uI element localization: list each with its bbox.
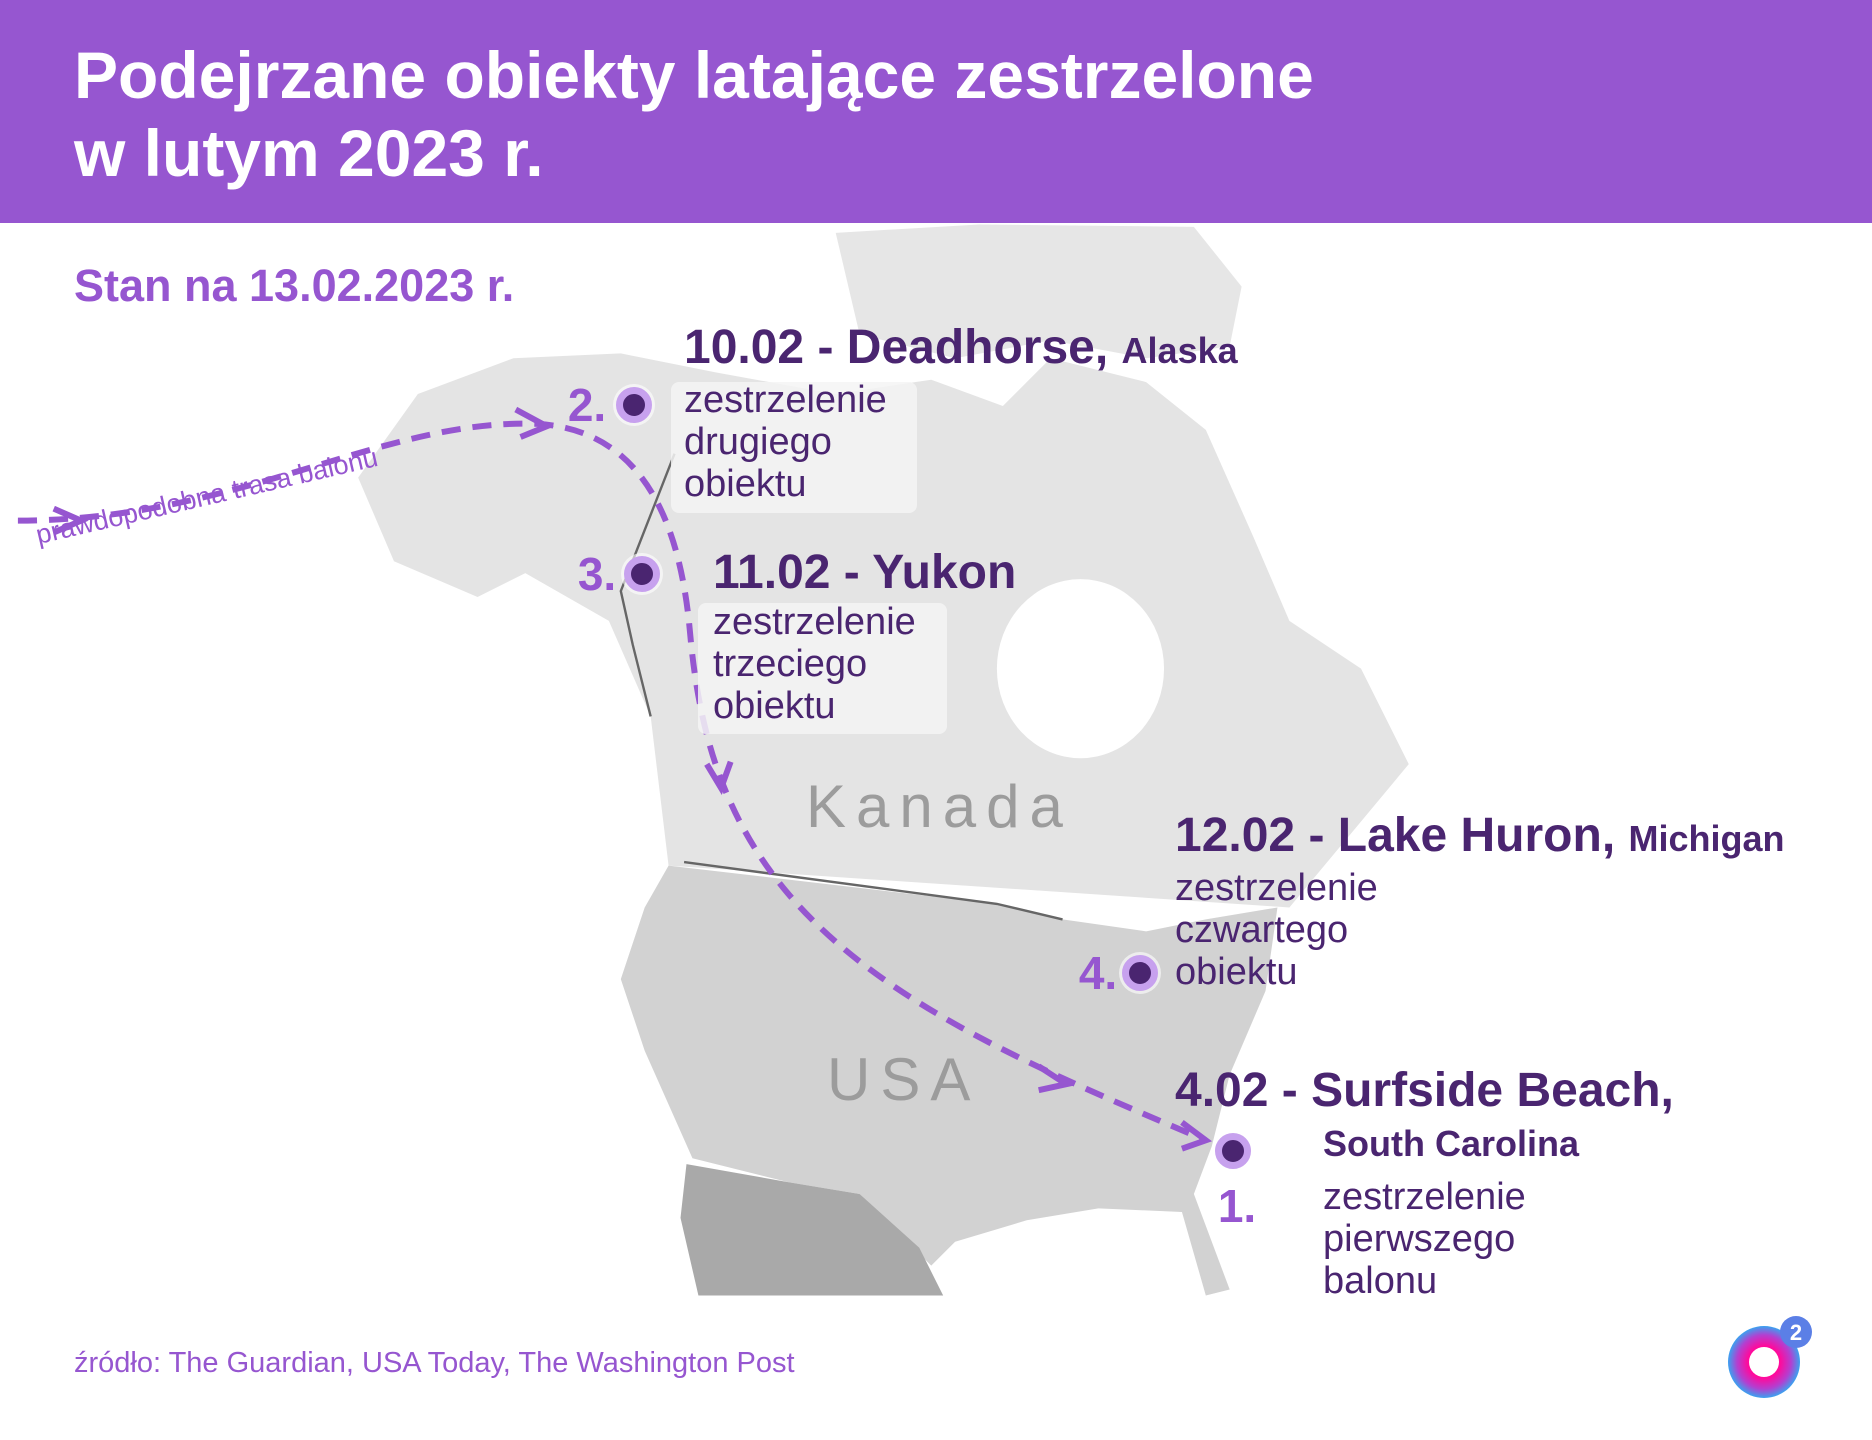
event-3-desc: obiektu [713,685,836,727]
event-3-label: 11.02 - Yukon zestrzelenie trzeciego obiek… [713,545,1016,727]
route-arrow-icon [704,760,734,795]
event-2-desc: drugiego [684,421,832,463]
page-title: Podejrzane obiekty latające zestrzelone … [74,36,1314,192]
event-4-title: 12.02 - Lake Huron, [1175,809,1616,862]
event-4-number: 4. [1078,947,1118,999]
alaska-canada-border [619,453,676,717]
event-1-details: South Carolina zestrzelenie pierwszego bal… [1323,1113,1579,1302]
event-2-region: Alaska [1121,330,1238,371]
event-3-desc: trzeciego [713,643,868,685]
event-4-region: Michigan [1628,818,1785,859]
event-2-title: 10.02 - Deadhorse, [684,321,1109,374]
event-1-desc: zestrzelenie [1323,1176,1526,1218]
event-4-desc: obiektu [1175,951,1298,993]
event-1-marker[interactable] [1215,1133,1251,1169]
header-banner: Podejrzane obiekty latające zestrzelone … [0,0,1872,223]
event-2-label: 10.02 - Deadhorse, Alaska zestrzelenie dr… [684,320,1238,505]
arctic-islands [835,224,1242,359]
event-2-desc: zestrzelenie [684,379,887,421]
event-2-desc: obiektu [684,463,807,505]
event-2-marker[interactable] [616,387,652,423]
label-background [671,382,917,513]
usa-landmass [620,865,1278,1296]
status-date: Stan na 13.02.2023 r. [74,260,515,311]
event-4-desc: czwartego [1175,909,1349,951]
source-note: źródło: The Guardian, USA Today, The Was… [74,1347,795,1379]
event-1-desc: pierwszego [1323,1218,1516,1260]
event-3-title: 11.02 - Yukon [713,546,1017,599]
event-1-region: South Carolina [1323,1123,1580,1164]
route-arrow-icon [1180,1120,1213,1152]
event-3-desc: zestrzelenie [713,601,916,643]
event-1-title: 4.02 - Surfside Beach, [1175,1064,1674,1117]
event-1-number: 1. [1217,1180,1257,1232]
label-background [698,603,947,734]
country-label-canada: Kanada [806,773,1073,840]
title-line-1: Podejrzane obiekty latające zestrzelone [74,38,1314,112]
event-4-desc: zestrzelenie [1175,867,1378,909]
event-1-label: 4.02 - Surfside Beach, [1175,1063,1674,1119]
hudson-bay [996,579,1165,759]
country-label-usa: USA [827,1046,981,1113]
event-4-label: 12.02 - Lake Huron, Michigan zestrzeleni… [1175,808,1785,993]
balloon-route [17,406,1213,1152]
event-3-number: 3. [577,548,617,600]
event-4-marker[interactable] [1122,955,1158,991]
route-arrow-icon [1037,1063,1074,1094]
logo-superscript: 2 [1790,1320,1802,1345]
canada-usa-border [683,860,1063,921]
route-dashed-line [17,420,1207,1144]
event-3-marker[interactable] [624,556,660,592]
title-line-2: w lutym 2023 r. [74,116,544,190]
route-arrow-icon [514,406,554,440]
event-1-desc: balonu [1323,1260,1438,1302]
o2-logo: 2 [1728,1316,1812,1398]
mexico-landmass [680,1164,944,1296]
route-arrow-icon [52,505,89,536]
event-2-number: 2. [567,379,607,431]
